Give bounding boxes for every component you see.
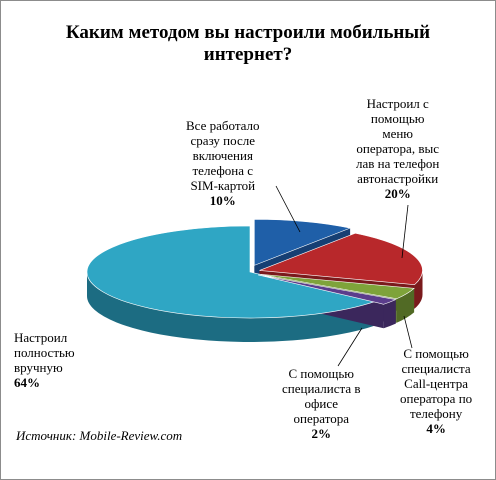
label-slice-64-value: 64% [14,375,40,390]
label-slice-2: С помощью специалиста в офисе оператора … [282,366,361,441]
label-slice-64-text: Настроил полностью вручную [14,330,75,375]
label-slice-20: Настроил с помощью меню оператора, выс л… [356,96,439,201]
leader-slice-2 [337,327,363,367]
slice-sim-card [254,219,352,266]
slice-manual-side [87,272,376,342]
label-slice-4: С помощью специалиста Call-центра операт… [400,346,472,436]
leader-slice-4 [403,315,413,349]
slice-menu-autoconfig-side [414,270,423,309]
label-slice-10-value: 10% [209,193,236,208]
label-slice-2-value: 2% [311,426,332,441]
label-slice-4-text: С помощью специалиста Call-центра операт… [400,346,473,421]
leader-slice-10 [275,185,301,233]
label-slice-20-value: 20% [384,186,411,201]
chart-title: Каким методом вы настроили мобильный инт… [65,22,431,65]
slice-office [258,274,397,305]
chart-source: Источник: Mobile-Review.com [16,428,183,443]
label-slice-10-text: Все работало сразу после включения телеф… [186,118,260,193]
label-slice-4-value: 4% [426,421,446,436]
slice-manual [86,225,377,319]
slice-call-center [258,273,415,300]
label-slice-10: Все работало сразу после включения телеф… [186,118,260,208]
leader-slice-20 [401,204,409,259]
label-slice-2-text: С помощью специалиста в офисе оператора [282,366,361,426]
label-slice-64: Настроил полностью вручную 64% [14,330,75,390]
slice-menu-autoconfig [259,232,423,285]
label-slice-20-text: Настроил с помощью меню оператора, выс л… [356,96,440,186]
